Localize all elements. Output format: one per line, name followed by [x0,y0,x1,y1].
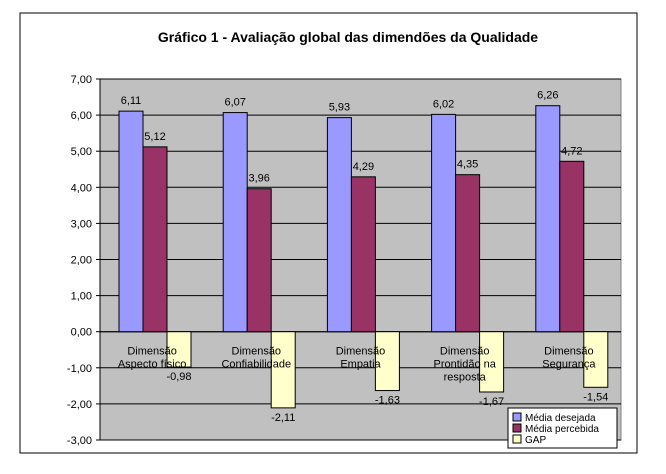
legend-label: GAP [525,435,546,446]
y-tick-label: 5,00 [71,146,92,158]
y-tick-label: 1,00 [71,291,92,303]
data-label: 4,35 [457,159,478,171]
data-labels: 6,11 6,07 5,93 6,02 6,26 5,12 3,96 4,29 4,35 4,72… [121,90,609,424]
bar [246,188,272,333]
category-label-line: Prontidão na [434,359,497,371]
category-label-line: Segurança [542,359,596,371]
bar [326,117,352,333]
data-label: -0,98 [166,371,191,383]
data-label: 6,07 [224,97,245,109]
data-label: 6,26 [537,90,558,102]
bar [559,160,585,333]
category-label-line: Dimensão [336,346,386,358]
bar [118,110,144,333]
category-label: Dimensão Segurança [542,346,596,371]
y-tick-label: -2,00 [67,399,92,411]
data-label: 5,93 [329,102,350,114]
data-label: 3,96 [248,173,269,185]
data-label: -1,54 [583,391,608,403]
y-tick-label: -3,00 [67,435,92,447]
chart-title: Gráfico 1 - Avaliação global das dimendõ… [158,29,538,45]
bar [455,174,481,333]
data-label: -1,63 [375,395,400,407]
category-label: Dimensão Empatia [336,346,386,371]
category-label-line: Empatia [340,359,381,371]
bar [222,112,248,333]
category-label-line: Dimensão [232,346,282,358]
bar [142,146,168,333]
data-label: -1,67 [479,396,504,408]
bars [118,105,609,409]
y-tick-label: -1,00 [67,363,92,375]
category-label-line: Confiabilidade [221,359,291,371]
legend-swatch [512,434,522,444]
category-label-line: resposta [444,372,487,384]
category-label: Dimensão Prontidão na resposta [434,346,497,384]
bar [535,105,561,333]
category-label-line: Aspecto físico [118,359,186,371]
y-tick-label: 0,00 [71,327,92,339]
y-tick-label: 3,00 [71,218,92,230]
y-tick-label: 6,00 [71,110,92,122]
data-label: 5,12 [144,131,165,143]
bar [479,331,505,393]
category-label-line: Dimensão [440,346,490,358]
data-label: 4,29 [353,161,374,173]
data-label: 6,11 [121,95,142,107]
category-label-line: Dimensão [544,346,594,358]
category-label-line: Dimensão [127,346,177,358]
bar [431,113,457,333]
legend-label: Média desejada [525,413,596,424]
data-label: 4,72 [561,145,582,157]
legend-swatch [512,423,522,433]
data-label: 6,02 [433,98,454,110]
data-label: -2,11 [271,412,295,424]
category-label: Dimensão Confiabilidade [221,346,291,371]
legend-box [507,407,618,449]
legend-label: Média percebida [525,424,599,435]
y-tick-label: 2,00 [71,255,92,267]
bar [350,176,376,333]
bar [583,331,609,388]
y-tick-label: 4,00 [71,182,92,194]
legend-swatch [512,412,522,422]
bar [166,331,192,368]
bar [270,331,296,409]
bar [374,331,400,392]
category-label: Dimensão Aspecto físico [118,346,186,371]
y-tick-label: 7,00 [71,74,92,86]
